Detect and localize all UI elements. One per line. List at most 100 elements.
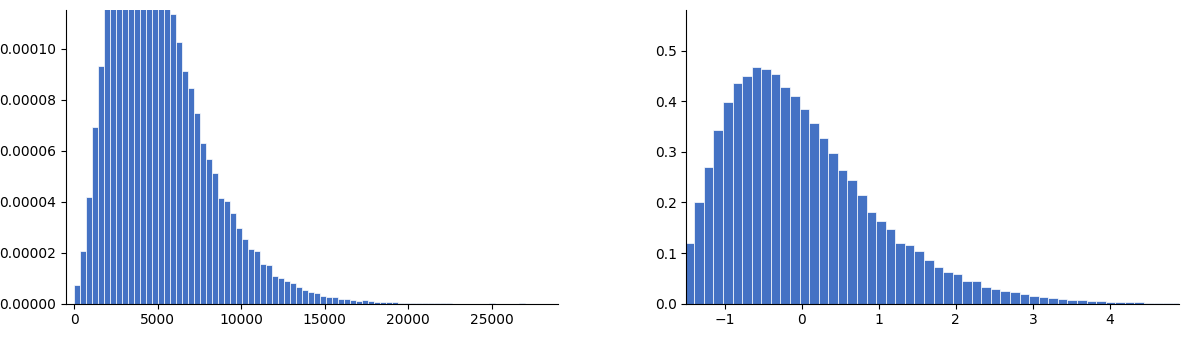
- Bar: [242, 239, 248, 304]
- Bar: [780, 87, 790, 304]
- Bar: [80, 251, 86, 304]
- Bar: [387, 303, 393, 304]
- Bar: [857, 195, 867, 304]
- Bar: [828, 153, 838, 304]
- Bar: [1049, 298, 1058, 304]
- Bar: [704, 167, 713, 304]
- Bar: [800, 109, 809, 304]
- Bar: [1183, 303, 1192, 304]
- Bar: [847, 180, 857, 304]
- Bar: [92, 127, 98, 304]
- Bar: [838, 170, 847, 304]
- Bar: [194, 114, 200, 304]
- Bar: [685, 243, 694, 304]
- Bar: [146, 0, 152, 304]
- Bar: [819, 138, 828, 304]
- Bar: [761, 69, 771, 304]
- Bar: [1087, 301, 1096, 304]
- Bar: [152, 0, 158, 304]
- Bar: [742, 76, 752, 304]
- Bar: [733, 83, 742, 304]
- Bar: [369, 301, 375, 304]
- Bar: [962, 281, 972, 304]
- Bar: [723, 102, 733, 304]
- Bar: [867, 211, 876, 304]
- Bar: [122, 0, 128, 304]
- Bar: [315, 293, 321, 304]
- Bar: [1106, 302, 1116, 304]
- Bar: [694, 203, 704, 304]
- Bar: [982, 287, 991, 304]
- Bar: [924, 260, 934, 304]
- Bar: [285, 281, 291, 304]
- Bar: [170, 14, 176, 304]
- Bar: [809, 123, 819, 304]
- Bar: [1010, 292, 1020, 304]
- Bar: [1001, 290, 1010, 304]
- Bar: [116, 0, 122, 304]
- Bar: [339, 299, 345, 304]
- Bar: [666, 293, 675, 304]
- Bar: [98, 66, 104, 304]
- Bar: [1154, 303, 1163, 304]
- Bar: [1039, 297, 1049, 304]
- Bar: [1096, 301, 1106, 304]
- Bar: [943, 273, 953, 304]
- Bar: [134, 0, 140, 304]
- Bar: [393, 303, 399, 304]
- Bar: [934, 267, 943, 304]
- Bar: [254, 252, 260, 304]
- Bar: [351, 300, 357, 304]
- Bar: [206, 159, 212, 304]
- Bar: [230, 213, 236, 304]
- Bar: [321, 296, 327, 304]
- Bar: [790, 96, 800, 304]
- Bar: [399, 303, 405, 304]
- Bar: [953, 274, 962, 304]
- Bar: [110, 0, 116, 304]
- Bar: [405, 303, 411, 304]
- Bar: [297, 287, 303, 304]
- Bar: [140, 0, 146, 304]
- Bar: [273, 276, 279, 304]
- Bar: [260, 264, 266, 304]
- Bar: [675, 274, 685, 304]
- Bar: [182, 71, 188, 304]
- Bar: [1020, 294, 1029, 304]
- Bar: [1077, 300, 1087, 304]
- Bar: [435, 303, 440, 304]
- Bar: [279, 278, 285, 304]
- Bar: [1068, 300, 1077, 304]
- Bar: [176, 41, 182, 304]
- Bar: [164, 0, 170, 304]
- Bar: [905, 245, 915, 304]
- Bar: [771, 75, 780, 304]
- Bar: [345, 299, 351, 304]
- Bar: [381, 302, 387, 304]
- Bar: [876, 221, 886, 304]
- Bar: [417, 303, 423, 304]
- Bar: [128, 0, 134, 304]
- Bar: [886, 229, 895, 304]
- Bar: [411, 303, 417, 304]
- Bar: [375, 302, 381, 304]
- Bar: [74, 285, 80, 304]
- Bar: [991, 289, 1001, 304]
- Bar: [266, 265, 273, 304]
- Bar: [357, 302, 363, 304]
- Bar: [972, 281, 982, 304]
- Bar: [1029, 296, 1039, 304]
- Bar: [327, 297, 333, 304]
- Bar: [104, 1, 110, 304]
- Bar: [1116, 302, 1125, 304]
- Bar: [1058, 299, 1068, 304]
- Bar: [212, 173, 218, 304]
- Bar: [1173, 303, 1183, 304]
- Bar: [224, 201, 230, 304]
- Bar: [1144, 303, 1154, 304]
- Bar: [915, 252, 924, 304]
- Bar: [309, 292, 315, 304]
- Bar: [248, 249, 254, 304]
- Bar: [1125, 302, 1135, 304]
- Bar: [236, 228, 242, 304]
